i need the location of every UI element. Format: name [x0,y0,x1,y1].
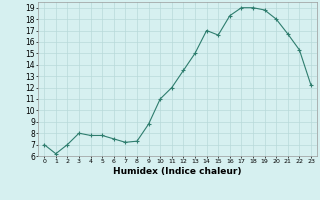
X-axis label: Humidex (Indice chaleur): Humidex (Indice chaleur) [113,167,242,176]
